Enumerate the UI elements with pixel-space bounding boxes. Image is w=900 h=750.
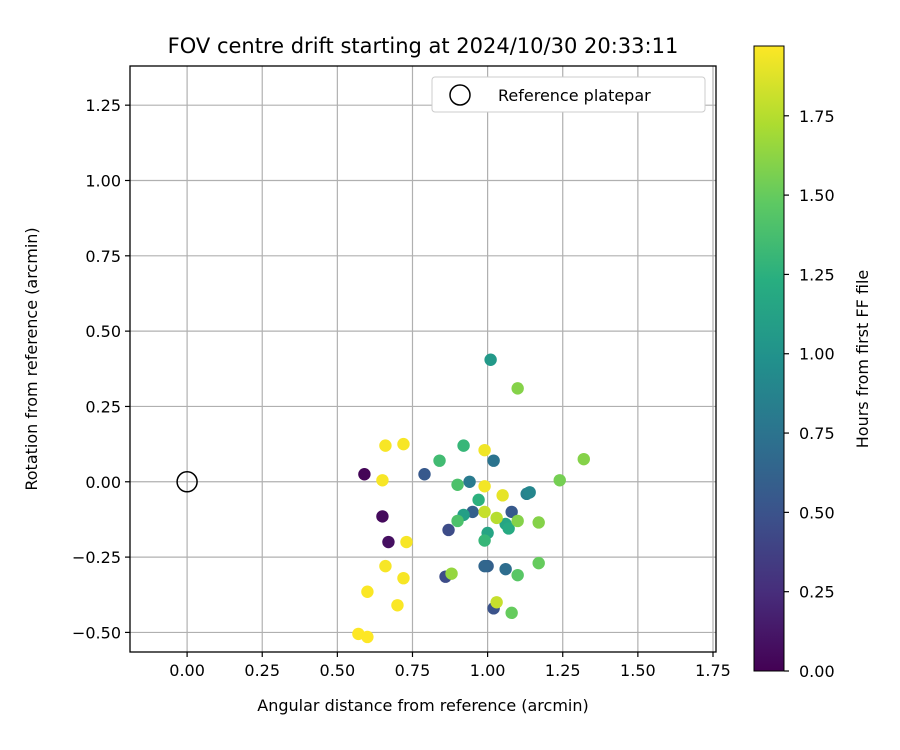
data-point	[433, 454, 446, 467]
data-point	[400, 535, 413, 549]
data-point	[553, 474, 566, 487]
y-axis-ticks: 1.25 1.00 0.75 0.50 0.25 0.00 −0.25 −0.50	[72, 96, 130, 642]
data-point	[478, 443, 491, 457]
reference-marker	[176, 471, 198, 493]
x-tick-label: 1.25	[545, 661, 581, 680]
colorbar-label: Hours from first FF file	[853, 270, 872, 449]
data-point	[376, 510, 389, 523]
x-tick-label: 0.50	[320, 661, 356, 680]
data-point	[442, 523, 455, 537]
data-point	[379, 439, 392, 452]
data-point	[532, 556, 545, 570]
data-point	[490, 511, 503, 525]
data-point	[502, 522, 515, 535]
data-point	[472, 493, 485, 507]
data-point	[451, 514, 464, 528]
grid-lines	[130, 66, 716, 652]
y-tick-label: 0.00	[85, 473, 121, 492]
colorbar: 0.00 0.25 0.50 0.75 1.00 1.25 1.50 1.75 Hours f…	[753, 45, 872, 681]
colorbar-gradient	[753, 45, 785, 672]
colorbar-tick-label: 1.25	[799, 265, 835, 284]
data-point	[490, 596, 503, 609]
x-tick-label: 1.00	[470, 661, 506, 680]
data-point	[361, 585, 374, 598]
data-point	[487, 454, 500, 467]
data-point	[478, 505, 491, 519]
colorbar-tick-label: 0.00	[799, 662, 835, 681]
data-point	[445, 567, 458, 580]
data-point	[457, 439, 470, 452]
x-axis-label: Angular distance from reference (arcmin)	[257, 696, 588, 715]
y-tick-label: 1.00	[85, 171, 121, 190]
data-point	[511, 514, 524, 528]
data-point	[499, 562, 512, 576]
data-point	[376, 474, 389, 487]
data-point	[577, 452, 590, 466]
data-point	[463, 475, 476, 488]
data-point	[478, 559, 491, 573]
y-tick-label: 0.50	[85, 322, 121, 341]
data-points	[352, 353, 590, 644]
colorbar-tick-label: 0.50	[799, 503, 835, 522]
colorbar-tick-label: 0.75	[799, 424, 835, 443]
legend-box	[431, 76, 706, 113]
colorbar-ticks: 0.00 0.25 0.50 0.75 1.00 1.25 1.50 1.75	[784, 107, 835, 681]
x-tick-label: 0.25	[244, 661, 280, 680]
x-tick-label: 1.75	[695, 661, 731, 680]
chart-title: FOV centre drift starting at 2024/10/30 …	[168, 34, 679, 58]
data-point	[505, 606, 518, 620]
colorbar-tick-label: 1.50	[799, 186, 835, 205]
legend-marker-icon	[449, 84, 471, 106]
data-point	[451, 478, 464, 491]
legend-label: Reference platepar	[498, 86, 651, 105]
colorbar-tick-label: 0.25	[799, 583, 835, 602]
data-point	[397, 437, 410, 451]
x-axis-ticks: 0.00 0.25 0.50 0.75 1.00 1.25 1.50 1.75	[169, 652, 731, 680]
data-point	[361, 630, 374, 644]
y-tick-label: 0.75	[85, 247, 121, 266]
colorbar-tick-label: 1.00	[799, 345, 835, 364]
data-point	[397, 571, 410, 585]
data-point	[496, 489, 509, 502]
x-tick-label: 1.50	[620, 661, 656, 680]
data-point	[391, 599, 404, 612]
data-point	[532, 516, 545, 529]
data-point	[379, 559, 392, 573]
data-point	[523, 486, 536, 499]
x-tick-label: 0.75	[395, 661, 431, 680]
y-tick-label: −0.25	[72, 548, 121, 567]
legend: Reference platepar	[431, 76, 706, 113]
colorbar-tick-label: 1.75	[799, 107, 835, 126]
data-point	[511, 382, 524, 395]
data-point	[382, 535, 395, 549]
data-point	[511, 568, 524, 582]
data-point	[358, 468, 371, 481]
data-point	[418, 468, 431, 481]
data-point	[505, 505, 518, 519]
data-point	[478, 480, 491, 493]
data-point	[478, 534, 491, 547]
data-point	[484, 353, 497, 366]
x-tick-label: 0.00	[169, 661, 205, 680]
y-tick-label: 1.25	[85, 96, 121, 115]
plot-frame	[129, 65, 717, 653]
y-tick-label: 0.25	[85, 397, 121, 416]
y-axis-label: Rotation from reference (arcmin)	[22, 227, 41, 490]
y-tick-label: −0.50	[72, 623, 121, 642]
